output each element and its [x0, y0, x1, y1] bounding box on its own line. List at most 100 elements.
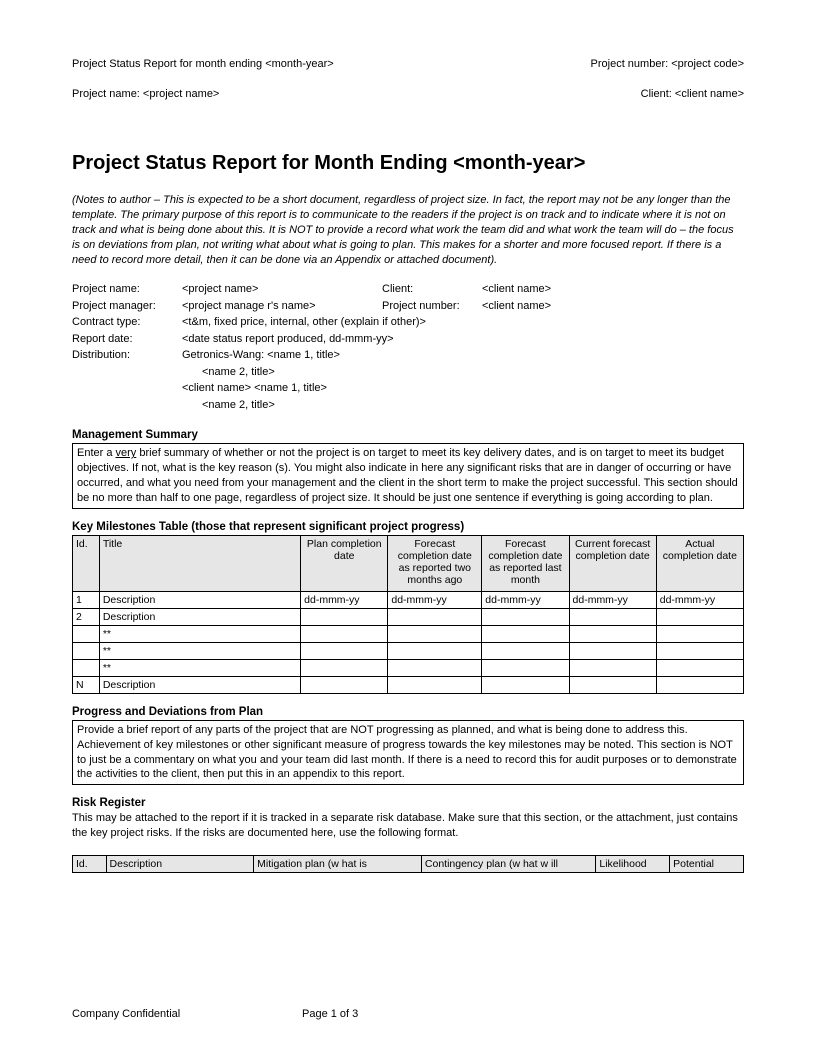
- table-row: **: [73, 659, 744, 676]
- meta-value: <project name>: [182, 281, 382, 298]
- mgmt-text-pre: Enter a: [77, 447, 116, 459]
- header-right-line1: Project number: <project code>: [591, 57, 744, 72]
- page-footer: Company Confidential Page 1 of 3: [72, 1008, 744, 1020]
- header-left-line1: Project Status Report for month ending <…: [72, 57, 334, 72]
- table-header: Actual completion date: [656, 535, 743, 591]
- section-heading-management: Management Summary: [72, 429, 744, 441]
- meta-value: Getronics-Wang: <name 1, title>: [182, 347, 340, 364]
- table-cell: Description: [99, 591, 300, 608]
- table-cell: Description: [99, 608, 300, 625]
- table-cell: **: [99, 659, 300, 676]
- meta-value: <name 2, title>: [72, 364, 744, 381]
- table-header: Mitigation plan (w hat is: [254, 855, 422, 872]
- risk-table: Id.DescriptionMitigation plan (w hat isC…: [72, 855, 744, 873]
- meta-label: Project manager:: [72, 298, 182, 315]
- table-cell: [482, 608, 569, 625]
- milestones-table: Id.TitlePlan completion dateForecast com…: [72, 535, 744, 694]
- meta-value: <date status report produced, dd-mmm-yy>: [182, 331, 394, 348]
- meta-label: Project name:: [72, 281, 182, 298]
- table-cell: [388, 625, 482, 642]
- page-header: Project Status Report for month ending <…: [72, 42, 744, 116]
- meta-value: <client name>: [482, 298, 551, 315]
- section-heading-milestones: Key Milestones Table (those that represe…: [72, 521, 744, 533]
- table-header: Id.: [73, 855, 107, 872]
- management-summary-box: Enter a very brief summary of whether or…: [72, 443, 744, 508]
- table-cell: [388, 676, 482, 693]
- progress-box: Provide a brief report of any parts of t…: [72, 720, 744, 785]
- table-cell: [301, 608, 388, 625]
- header-left-line2: Project name: <project name>: [72, 87, 334, 102]
- meta-value: <client name> <name 1, title>: [72, 380, 744, 397]
- meta-label: Distribution:: [72, 347, 182, 364]
- table-cell: [388, 659, 482, 676]
- table-header: Likelihood: [596, 855, 670, 872]
- table-header: Potential: [670, 855, 744, 872]
- table-row: 2Description: [73, 608, 744, 625]
- author-notes: (Notes to author – This is expected to b…: [72, 193, 744, 267]
- table-cell: [73, 659, 100, 676]
- meta-value: <t&m, fixed price, internal, other (expl…: [182, 314, 426, 331]
- table-cell: [73, 642, 100, 659]
- table-cell: [482, 659, 569, 676]
- table-cell: [388, 642, 482, 659]
- table-cell: [569, 608, 656, 625]
- table-header: Title: [99, 535, 300, 591]
- table-row: **: [73, 625, 744, 642]
- table-cell: [569, 659, 656, 676]
- footer-center: Page 1 of 3: [302, 1008, 358, 1020]
- table-cell: [482, 625, 569, 642]
- mgmt-text-post: brief summary of whether or not the proj…: [77, 447, 738, 504]
- table-cell: [569, 676, 656, 693]
- meta-value: <name 2, title>: [72, 397, 744, 414]
- header-right-line2: Client: <client name>: [591, 87, 744, 102]
- table-cell: 2: [73, 608, 100, 625]
- mgmt-very: very: [116, 447, 137, 459]
- table-cell: dd-mmm-yy: [301, 591, 388, 608]
- table-header: Plan completion date: [301, 535, 388, 591]
- meta-label: Report date:: [72, 331, 182, 348]
- table-cell: [656, 608, 743, 625]
- table-row: 1Descriptiondd-mmm-yydd-mmm-yydd-mmm-yyd…: [73, 591, 744, 608]
- table-cell: [656, 625, 743, 642]
- table-cell: [569, 625, 656, 642]
- table-cell: 1: [73, 591, 100, 608]
- meta-label: Client:: [382, 281, 482, 298]
- meta-value: <project manage r's name>: [182, 298, 382, 315]
- table-cell: [388, 608, 482, 625]
- table-header: Forecast completion date as reported two…: [388, 535, 482, 591]
- table-cell: **: [99, 625, 300, 642]
- table-cell: [656, 642, 743, 659]
- meta-label: Contract type:: [72, 314, 182, 331]
- table-header: Current forecast completion date: [569, 535, 656, 591]
- table-cell: **: [99, 642, 300, 659]
- table-cell: [482, 676, 569, 693]
- table-header: Forecast completion date as reported las…: [482, 535, 569, 591]
- section-heading-progress: Progress and Deviations from Plan: [72, 706, 744, 718]
- section-heading-risk: Risk Register: [72, 797, 744, 809]
- table-cell: [301, 642, 388, 659]
- table-cell: dd-mmm-yy: [656, 591, 743, 608]
- table-cell: [656, 659, 743, 676]
- table-header: Id.: [73, 535, 100, 591]
- table-cell: N: [73, 676, 100, 693]
- table-header: Contingency plan (w hat w ill: [421, 855, 595, 872]
- meta-block: Project name: <project name> Client: <cl…: [72, 281, 744, 413]
- table-cell: [301, 659, 388, 676]
- table-cell: [73, 625, 100, 642]
- page-title: Project Status Report for Month Ending <…: [72, 152, 744, 175]
- table-cell: dd-mmm-yy: [569, 591, 656, 608]
- meta-value: <client name>: [482, 281, 551, 298]
- table-cell: [301, 676, 388, 693]
- table-row: NDescription: [73, 676, 744, 693]
- table-cell: Description: [99, 676, 300, 693]
- table-row: **: [73, 642, 744, 659]
- meta-label: Project number:: [382, 298, 482, 315]
- risk-text: This may be attached to the report if it…: [72, 811, 744, 841]
- table-cell: dd-mmm-yy: [388, 591, 482, 608]
- table-cell: [569, 642, 656, 659]
- table-cell: [482, 642, 569, 659]
- table-cell: [656, 676, 743, 693]
- footer-left: Company Confidential: [72, 1008, 302, 1020]
- table-cell: dd-mmm-yy: [482, 591, 569, 608]
- table-header: Description: [106, 855, 254, 872]
